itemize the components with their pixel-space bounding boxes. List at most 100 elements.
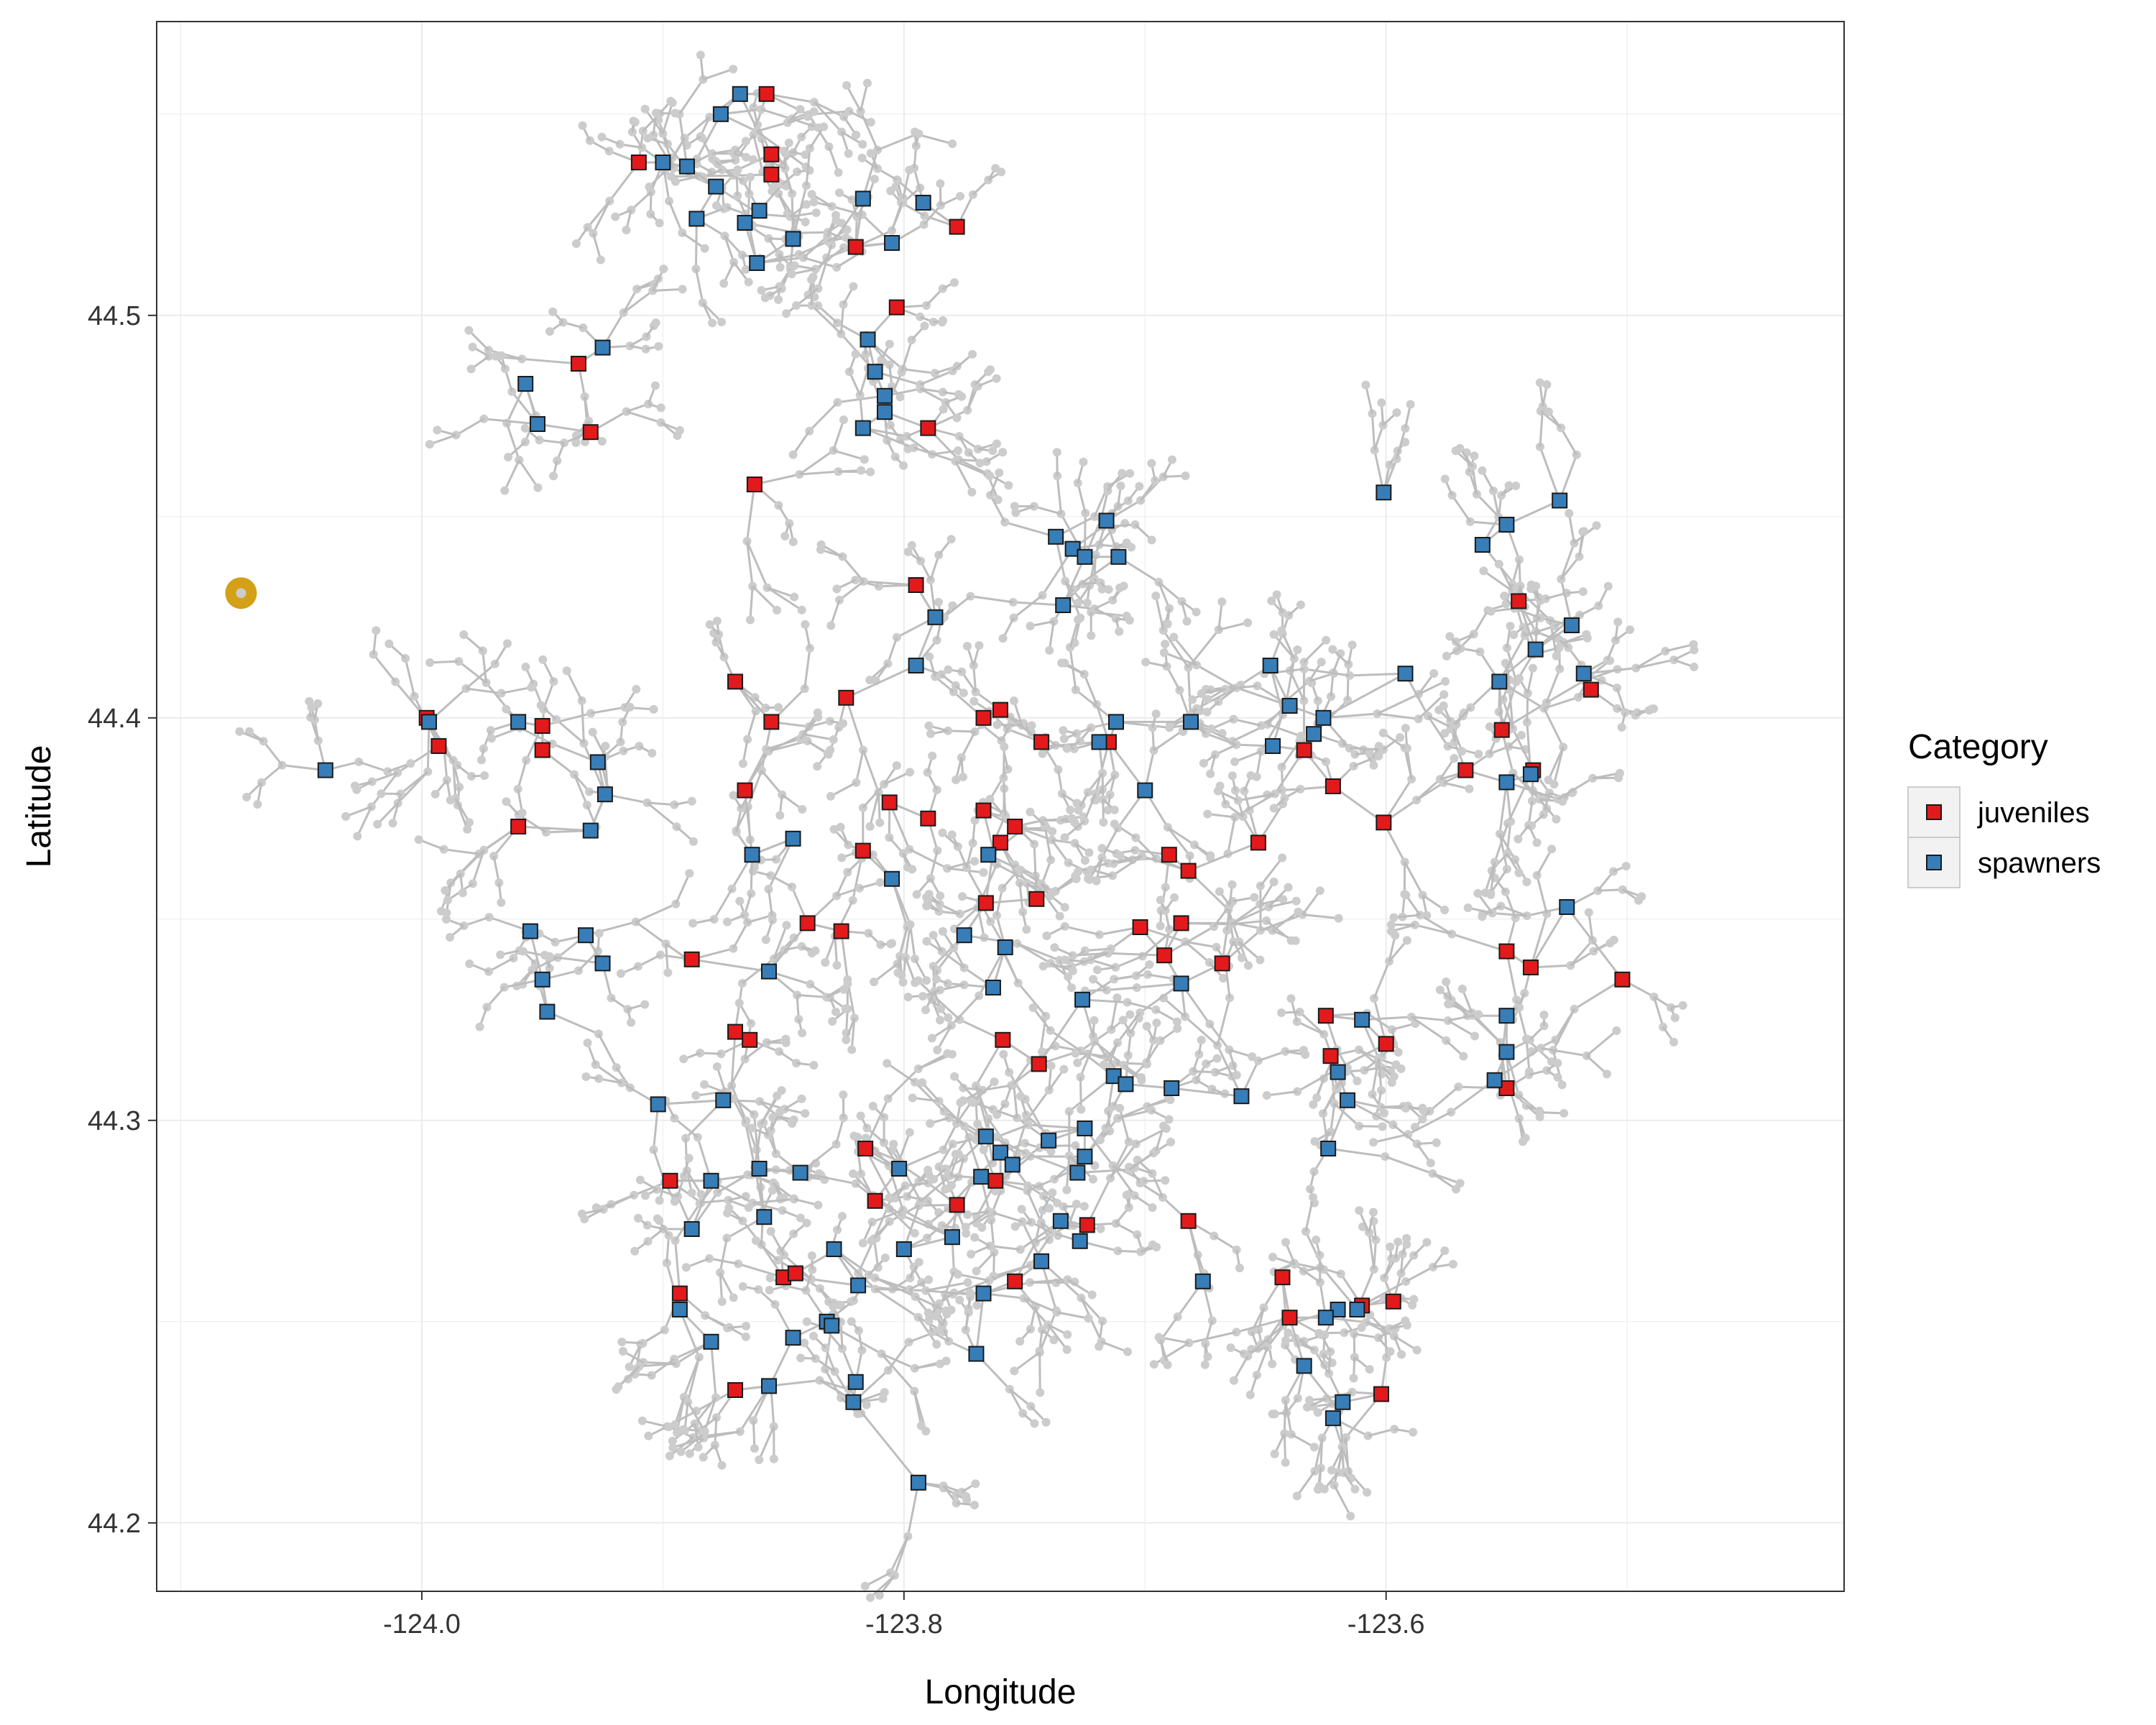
stream-node — [1560, 1108, 1569, 1118]
stream-node — [886, 186, 895, 196]
stream-node — [1060, 658, 1069, 668]
stream-segment — [767, 888, 774, 921]
stream-node — [372, 626, 381, 635]
stream-node — [1164, 1115, 1174, 1124]
stream-node — [668, 1443, 678, 1452]
stream-segment — [845, 664, 917, 699]
stream-segment — [592, 200, 611, 234]
stream-node — [770, 182, 779, 191]
stream-node — [1509, 630, 1519, 640]
stream-node — [936, 179, 945, 188]
stream-node — [1565, 509, 1574, 518]
stream-node — [1173, 1024, 1182, 1034]
stream-node — [836, 822, 845, 832]
stream-segment — [1181, 921, 1231, 926]
stream-node — [811, 208, 821, 217]
stream-segment — [486, 986, 505, 1008]
stream-segment — [743, 790, 753, 855]
stream-segment — [752, 585, 778, 611]
stream-node — [1156, 896, 1165, 905]
stream-node — [801, 620, 810, 629]
stream-segment — [418, 838, 445, 851]
stream-segment — [734, 983, 744, 1032]
stream-node — [967, 487, 977, 497]
stream-segment — [1025, 1114, 1047, 1134]
stream-segment — [1327, 1147, 1386, 1158]
stream-node — [350, 781, 359, 791]
stream-segment — [455, 418, 485, 436]
stream-segment — [1373, 425, 1384, 451]
stream-node — [924, 721, 934, 730]
stream-node — [952, 413, 962, 423]
stream-node — [870, 978, 879, 987]
stream-node — [958, 892, 967, 901]
stream-segment — [714, 1417, 718, 1445]
stream-node — [1250, 893, 1259, 902]
stream-node — [353, 832, 362, 841]
stream-segment — [622, 290, 654, 314]
stream-segment — [658, 1099, 724, 1105]
stream-node — [1553, 1072, 1562, 1082]
stream-node — [1089, 1016, 1099, 1025]
stream-segment — [356, 806, 373, 837]
stream-segment — [377, 802, 399, 825]
stream-node — [942, 1310, 952, 1319]
stream-segment — [914, 1081, 945, 1113]
stream-segment — [1094, 1040, 1125, 1067]
stream-node — [1532, 838, 1542, 847]
stream-node — [729, 1094, 738, 1103]
stream-node — [1478, 466, 1487, 475]
stream-node — [939, 405, 948, 414]
stream-segment — [1164, 651, 1197, 666]
stream-node — [1312, 1236, 1321, 1245]
stream-segment — [835, 872, 849, 897]
stream-node — [1279, 895, 1288, 904]
stream-segment — [1364, 385, 1373, 414]
stream-node — [963, 1278, 972, 1287]
stream-node — [969, 696, 979, 706]
stream-segment — [964, 1210, 990, 1228]
stream-node — [929, 931, 938, 940]
stream-segment — [792, 185, 808, 239]
stream-segment — [1416, 778, 1441, 801]
stream-node — [922, 937, 931, 946]
stream-node — [1396, 733, 1405, 742]
stream-node — [831, 216, 841, 225]
stream-segment — [796, 993, 827, 998]
stream-segment — [1285, 658, 1296, 701]
stream-segment — [864, 1148, 893, 1199]
stream-node — [796, 1353, 806, 1363]
stream-node — [941, 1184, 950, 1194]
stream-node — [1369, 760, 1378, 770]
stream-segment — [429, 433, 457, 446]
stream-node — [1206, 769, 1215, 778]
stream-segment — [953, 906, 979, 930]
stream-segment — [1518, 559, 1521, 586]
stream-node — [968, 349, 977, 359]
stream-node — [1122, 1190, 1131, 1200]
stream-node — [781, 149, 791, 158]
stream-node — [839, 1090, 848, 1100]
stream-segment — [880, 1353, 916, 1370]
stream-node — [1151, 709, 1161, 719]
stream-node — [480, 771, 489, 781]
stream-node — [765, 1286, 774, 1295]
stream-node — [1156, 921, 1165, 931]
stream-node — [502, 704, 511, 714]
stream-node — [1319, 1484, 1329, 1494]
stream-node — [1669, 1037, 1678, 1046]
stream-segment — [872, 1209, 903, 1223]
stream-node — [1389, 913, 1399, 922]
stream-segment — [1236, 686, 1290, 707]
stream-segment — [464, 916, 490, 927]
stream-node — [1181, 471, 1190, 480]
stream-node — [1445, 632, 1455, 641]
stream-node — [948, 139, 957, 149]
stream-node — [1463, 903, 1473, 913]
stream-segment — [1083, 673, 1098, 705]
stream-segment — [938, 1100, 966, 1127]
stream-node — [1552, 651, 1561, 661]
stream-node — [1514, 834, 1523, 844]
stream-segment — [854, 750, 865, 783]
stream-node — [1172, 1017, 1181, 1026]
